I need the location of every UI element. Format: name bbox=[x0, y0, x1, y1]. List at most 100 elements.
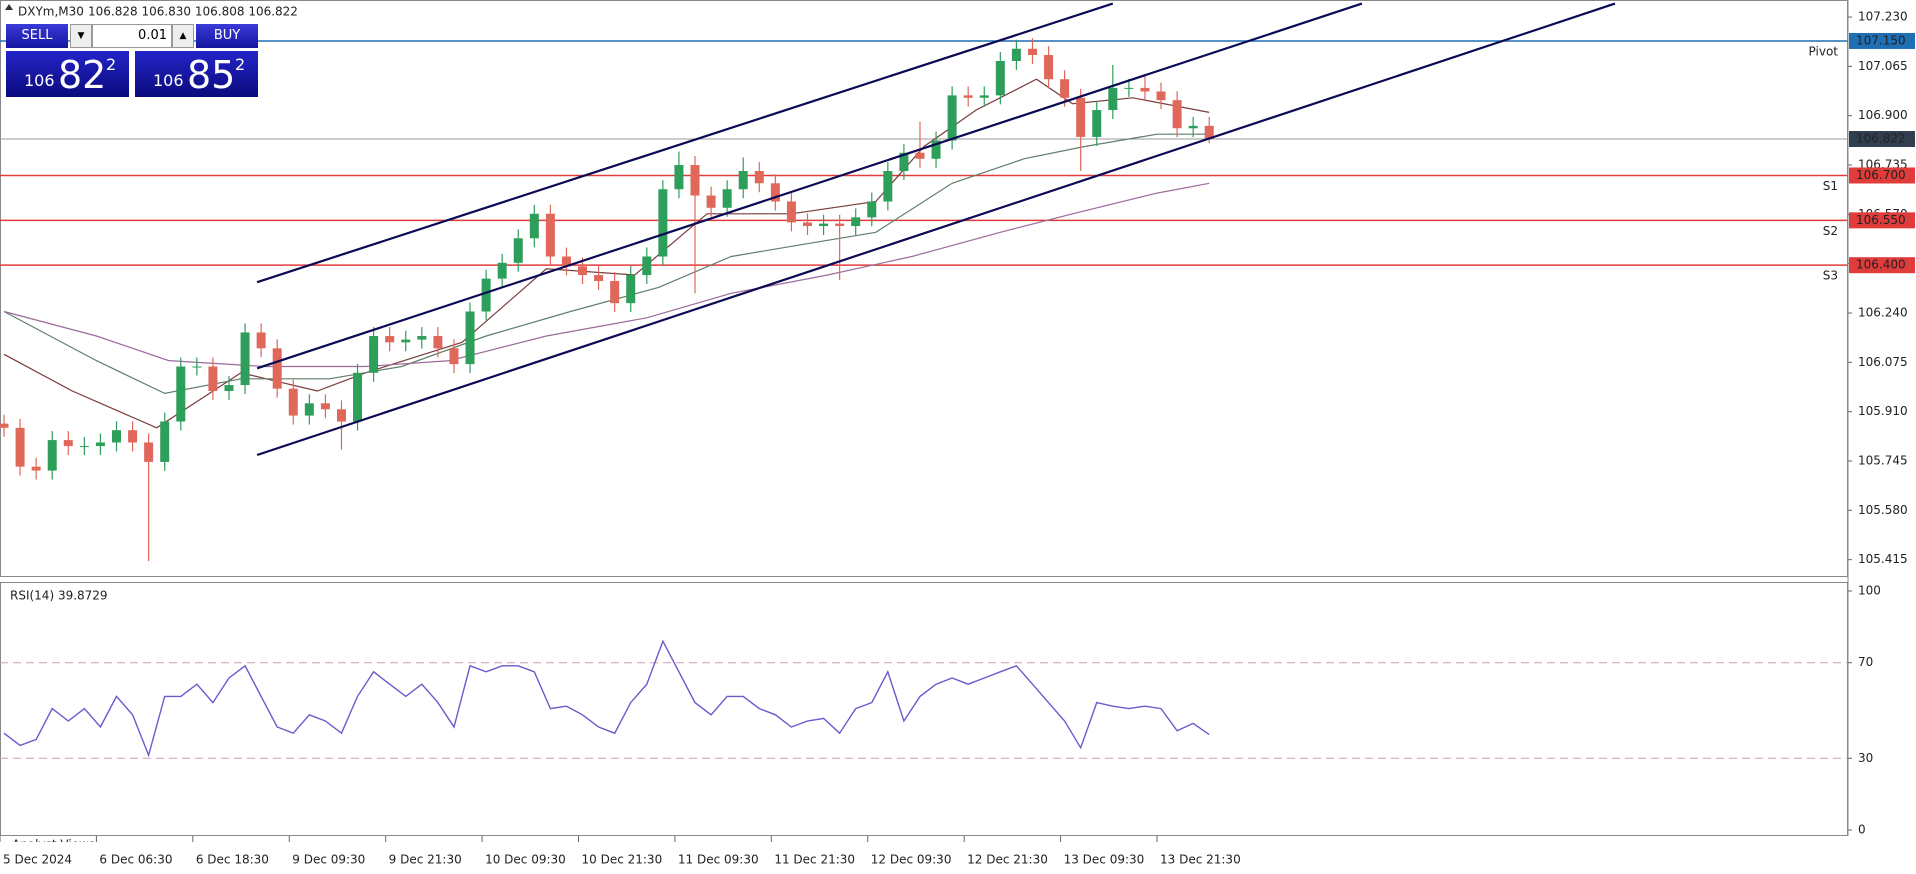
x-tick-label: 6 Dec 06:30 bbox=[99, 853, 172, 867]
y-tick-label: 106.900 bbox=[1858, 108, 1908, 122]
candle-body bbox=[642, 256, 652, 276]
bid-price[interactable]: 106 82 2 bbox=[6, 51, 129, 97]
y-tick-label: 105.415 bbox=[1858, 552, 1908, 566]
y-tick-label: 105.745 bbox=[1858, 454, 1908, 468]
candle-body bbox=[690, 165, 700, 196]
candle-body bbox=[722, 189, 732, 208]
candle-body bbox=[497, 262, 507, 279]
candle-body bbox=[128, 430, 138, 443]
candle-body bbox=[1172, 100, 1182, 129]
candle-body bbox=[802, 222, 812, 227]
candle-body bbox=[47, 440, 57, 471]
ask-price[interactable]: 106 85 2 bbox=[135, 51, 258, 97]
trendline bbox=[256, 2, 1114, 284]
moving-average bbox=[3, 182, 1210, 368]
candle-body bbox=[1188, 125, 1198, 129]
x-tick-label: 11 Dec 09:30 bbox=[678, 853, 759, 867]
level-label: 106.550 bbox=[1856, 213, 1906, 227]
candle-body bbox=[95, 442, 105, 447]
level-badge bbox=[1849, 167, 1915, 184]
candle-body bbox=[578, 266, 588, 276]
candle-body bbox=[899, 152, 909, 172]
candle-body bbox=[738, 171, 748, 190]
candle-body bbox=[770, 183, 780, 202]
candle-body bbox=[915, 152, 925, 159]
candle-body bbox=[336, 409, 346, 422]
last-price-badge bbox=[1849, 131, 1915, 148]
level-badge bbox=[1849, 32, 1915, 49]
candle-body bbox=[449, 348, 459, 365]
x-tick-label: 6 Dec 18:30 bbox=[196, 853, 269, 867]
x-tick-label: 12 Dec 09:30 bbox=[871, 853, 952, 867]
candle-body bbox=[224, 385, 234, 392]
candle-body bbox=[1011, 48, 1021, 61]
y-tick-label: 100 bbox=[1858, 584, 1881, 598]
candle-body bbox=[369, 336, 379, 373]
ask-main: 85 bbox=[187, 53, 236, 97]
candle-body bbox=[1108, 87, 1118, 111]
rsi-line bbox=[3, 639, 1210, 758]
buy-button[interactable]: BUY bbox=[196, 24, 258, 48]
lot-up[interactable]: ▲ bbox=[172, 24, 194, 48]
y-tick-label: 107.230 bbox=[1858, 10, 1908, 24]
candle-body bbox=[176, 366, 186, 422]
candle-body bbox=[465, 311, 475, 365]
bid-main: 82 bbox=[58, 53, 107, 97]
x-tick-label: 5 Dec 2024 bbox=[3, 853, 72, 867]
level-label: 106.400 bbox=[1856, 258, 1906, 272]
x-tick-label: 11 Dec 21:30 bbox=[774, 853, 855, 867]
candle-body bbox=[256, 332, 266, 349]
level-name: Pivot bbox=[1809, 44, 1839, 58]
level-name: S1 bbox=[1823, 179, 1838, 193]
trendline bbox=[256, 2, 1616, 457]
ask-sup: 2 bbox=[235, 55, 246, 74]
level-name: S2 bbox=[1823, 224, 1838, 238]
candle-body bbox=[79, 446, 89, 448]
candle-body bbox=[192, 366, 202, 368]
candle-body bbox=[240, 332, 250, 386]
candle-body bbox=[1156, 91, 1166, 101]
candle-body bbox=[1092, 110, 1102, 137]
candle-body bbox=[1204, 125, 1214, 140]
candle-body bbox=[1044, 55, 1054, 80]
y-tick-label: 106.075 bbox=[1858, 355, 1908, 369]
candle-body bbox=[851, 217, 861, 227]
candle-body bbox=[835, 223, 845, 227]
x-tick-label: 9 Dec 21:30 bbox=[389, 853, 462, 867]
candle-body bbox=[320, 403, 330, 410]
trendline bbox=[256, 2, 1363, 370]
symbol-icon bbox=[5, 4, 13, 10]
x-tick-label: 9 Dec 09:30 bbox=[292, 853, 365, 867]
lot-input[interactable]: 0.01 bbox=[92, 24, 172, 48]
candle-body bbox=[561, 256, 571, 267]
candle-body bbox=[433, 336, 443, 349]
lot-down[interactable]: ▼ bbox=[70, 24, 92, 48]
candle-body bbox=[1140, 87, 1150, 92]
bid-big: 106 bbox=[24, 71, 55, 90]
candle-body bbox=[15, 427, 25, 467]
moving-average bbox=[3, 133, 1210, 395]
candle-body bbox=[931, 140, 941, 159]
candle-body bbox=[1124, 87, 1134, 89]
level-name: S3 bbox=[1823, 269, 1838, 283]
sell-button[interactable]: SELL bbox=[6, 24, 68, 48]
candle-body bbox=[112, 430, 122, 443]
candle-body bbox=[786, 201, 796, 223]
candle-body bbox=[819, 223, 829, 227]
x-tick-label: 12 Dec 21:30 bbox=[967, 853, 1048, 867]
candle-body bbox=[754, 171, 764, 184]
x-tick-label: 10 Dec 09:30 bbox=[485, 853, 566, 867]
candle-body bbox=[401, 339, 411, 343]
level-label: 106.700 bbox=[1856, 168, 1906, 182]
symbol: DXYm,M30 bbox=[18, 5, 84, 19]
candle-body bbox=[883, 171, 893, 202]
candle-body bbox=[513, 238, 523, 263]
candle-body bbox=[594, 275, 604, 282]
main-plot bbox=[0, 2, 1848, 562]
candle-body bbox=[674, 165, 684, 190]
bid-sup: 2 bbox=[106, 55, 117, 74]
candle-body bbox=[995, 60, 1005, 96]
